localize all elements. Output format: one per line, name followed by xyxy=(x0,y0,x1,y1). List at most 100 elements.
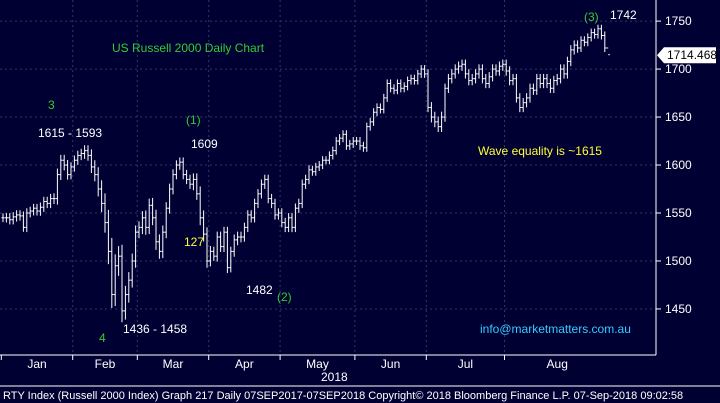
level-label-127: 127 xyxy=(184,235,204,249)
price-bar xyxy=(375,103,379,117)
y-tick-label: 1450 xyxy=(665,302,692,316)
price-bar xyxy=(49,193,53,209)
price-bar xyxy=(463,59,467,79)
price-bar xyxy=(89,149,93,173)
price-bar xyxy=(470,73,474,86)
wave-equality-note: Wave equality is ~1615 xyxy=(478,144,602,158)
price-bar xyxy=(327,151,331,165)
year-label: 2018 xyxy=(321,370,348,384)
price-bar xyxy=(93,160,97,182)
price-bar xyxy=(446,73,450,93)
price-bar xyxy=(42,196,46,212)
price-bar xyxy=(504,59,508,76)
price-bar xyxy=(382,93,386,114)
chart-title: US Russell 2000 Daily Chart xyxy=(112,41,265,55)
price-bar xyxy=(225,226,229,274)
price-bar xyxy=(562,64,566,79)
price-bar xyxy=(477,64,481,79)
price-bar xyxy=(280,208,284,228)
price-bar xyxy=(402,82,406,93)
price-bar xyxy=(96,167,100,197)
price-bar xyxy=(314,162,318,176)
price-bar xyxy=(110,237,114,308)
price-bar xyxy=(137,221,141,239)
price-bar xyxy=(185,169,189,185)
price-bar xyxy=(555,73,559,86)
x-tick-label: Feb xyxy=(95,357,116,371)
price-bar xyxy=(525,93,529,108)
price-bar xyxy=(117,246,121,276)
price-bar xyxy=(202,210,206,242)
price-bar xyxy=(331,146,335,160)
level-label-1615-1593: 1615 - 1593 xyxy=(38,126,102,140)
x-tick-label: Jun xyxy=(381,357,400,371)
price-bar xyxy=(412,74,416,85)
price-tag-shape xyxy=(657,47,716,64)
price-bar xyxy=(606,47,610,56)
price-bar xyxy=(113,254,117,306)
price-bar xyxy=(273,198,277,220)
price-bar xyxy=(100,180,104,213)
price-bar xyxy=(79,148,83,161)
price-bar xyxy=(293,203,297,233)
price-bar xyxy=(572,40,576,55)
price-bar xyxy=(511,73,515,86)
price-bar xyxy=(188,174,192,189)
price-bar xyxy=(290,213,294,233)
price-bar xyxy=(409,74,413,85)
price-bar xyxy=(317,160,321,171)
price-bar xyxy=(154,209,158,250)
price-bar xyxy=(181,157,185,180)
price-bars xyxy=(1,24,610,323)
price-bar xyxy=(263,174,267,189)
price-bar xyxy=(212,246,216,261)
price-bar xyxy=(32,203,36,216)
price-bar xyxy=(15,210,19,222)
price-bar xyxy=(208,246,212,267)
price-bar xyxy=(259,179,263,199)
price-bar xyxy=(433,111,437,128)
price-bar xyxy=(8,213,12,225)
x-tick-label: Mar xyxy=(163,357,184,371)
price-bar xyxy=(195,173,199,200)
wave-label-4: 4 xyxy=(99,331,106,345)
price-bar xyxy=(443,83,447,122)
price-bar xyxy=(474,69,478,84)
price-bar xyxy=(501,59,505,71)
price-bar xyxy=(552,75,556,93)
price-bar xyxy=(453,64,457,79)
price-bar xyxy=(385,79,389,102)
wave-label-2: (2) xyxy=(277,290,292,304)
level-label-1482: 1482 xyxy=(246,283,273,297)
price-bar xyxy=(395,79,399,95)
x-tick-label: May xyxy=(306,357,329,371)
price-bar xyxy=(297,198,301,213)
price-bar xyxy=(28,206,32,218)
price-bar xyxy=(586,33,590,47)
price-bar xyxy=(164,202,168,239)
price-bar xyxy=(168,183,172,214)
price-bar xyxy=(310,165,314,176)
price-bar xyxy=(219,231,223,252)
price-bar xyxy=(545,73,549,89)
price-bar xyxy=(18,210,22,221)
price-bar xyxy=(321,156,325,170)
price-bar xyxy=(355,137,359,146)
current-price-tag: 1714.468 xyxy=(657,47,717,64)
price-bar xyxy=(134,225,138,268)
price-bar xyxy=(52,193,56,204)
price-bar xyxy=(406,76,410,91)
price-bar xyxy=(66,159,70,180)
price-bar xyxy=(38,202,42,216)
price-bar xyxy=(508,66,512,86)
price-bar xyxy=(59,154,63,180)
price-bar xyxy=(300,179,304,209)
price-bar xyxy=(368,117,372,131)
price-bar xyxy=(361,141,365,152)
price-bar xyxy=(242,222,246,242)
price-bar xyxy=(603,31,607,53)
price-bar xyxy=(69,162,73,180)
grid-layer xyxy=(0,0,656,355)
price-bar xyxy=(239,231,243,243)
